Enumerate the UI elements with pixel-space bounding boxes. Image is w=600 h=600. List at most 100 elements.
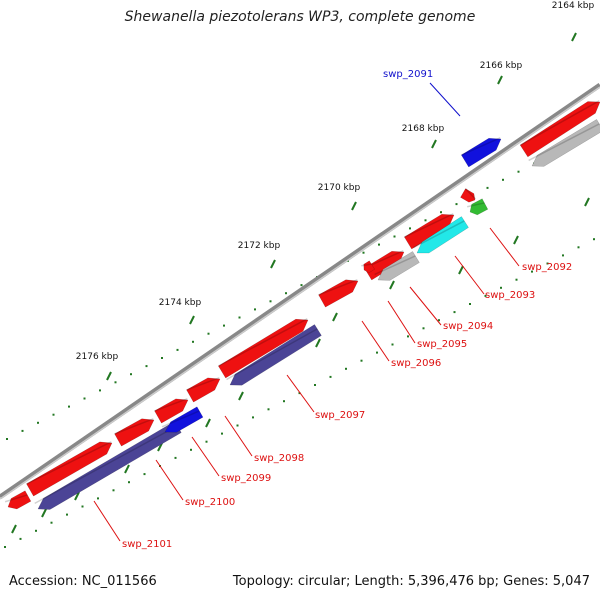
outer-track-dot — [486, 186, 489, 189]
inner-track-dot — [484, 294, 487, 297]
kbp-tick-label: 2170 kbp — [318, 183, 361, 193]
kbp-tick-label: 2174 kbp — [159, 298, 202, 308]
gene-block — [229, 324, 322, 386]
outer-track-dot — [223, 324, 225, 327]
inner-track-dot — [391, 343, 394, 346]
outer-track-dot — [37, 421, 39, 424]
kbp-tick-mark — [270, 259, 276, 269]
inner-track-dot — [562, 254, 564, 257]
accession-text: Accession: NC_011566 — [9, 574, 157, 589]
gene-label-leader — [286, 374, 315, 413]
gene-block — [469, 198, 489, 216]
inner-track-dot — [81, 505, 84, 508]
gene-label-swp_2101: swp_2101 — [122, 539, 172, 550]
outer-track-dot — [114, 381, 117, 384]
minor-tick-mark — [124, 464, 130, 474]
gene-block-shade — [114, 418, 154, 435]
minor-tick-mark — [513, 235, 519, 245]
inner-track-dot — [577, 246, 580, 249]
gene-block-shade — [226, 328, 318, 381]
inner-track-dot — [360, 359, 363, 362]
outer-track-dot — [192, 340, 194, 343]
kbp-tick-label: 2164 kbp — [552, 1, 595, 11]
inner-track-dot — [438, 319, 440, 322]
minor-tick-mark — [157, 442, 163, 452]
gene-block — [154, 398, 189, 424]
inner-track-dot — [500, 286, 502, 289]
outer-track-dot — [409, 227, 411, 230]
minor-tick-mark — [584, 197, 590, 207]
backbone-line — [0, 82, 600, 500]
gene-label-swp_2097: swp_2097 — [315, 410, 365, 421]
minor-tick-mark — [11, 524, 17, 534]
outer-track-dot — [176, 348, 179, 351]
inner-track-dot — [66, 513, 68, 516]
gene-block — [7, 490, 32, 510]
gene-label-leader — [155, 459, 184, 501]
inner-track-dot — [345, 367, 347, 370]
outer-track-dot — [378, 243, 380, 246]
gene-block — [461, 137, 502, 168]
gene-label-swp_2096: swp_2096 — [391, 358, 441, 369]
outer-track-dot — [502, 178, 504, 181]
gene-block-shade — [161, 410, 200, 428]
outer-track-dot — [83, 397, 86, 400]
inner-tick-track — [4, 238, 595, 548]
genome-summary-text: Topology: circular; Length: 5,396,476 bp… — [232, 574, 590, 589]
gene-block-shade — [4, 494, 28, 503]
gene-block-shade — [461, 137, 501, 156]
outer-track-dot — [285, 292, 287, 295]
inner-track-dot — [453, 311, 456, 314]
inner-track-dot — [546, 262, 549, 265]
kbp-tick-mark — [431, 139, 437, 149]
outer-track-dot — [52, 413, 55, 416]
inner-track-dot — [19, 537, 22, 540]
minor-tick-mark — [332, 312, 338, 322]
gene-block — [26, 441, 113, 497]
gene-label-leader — [361, 320, 390, 362]
inner-track-dot — [314, 384, 316, 386]
inner-track-dot — [407, 335, 409, 338]
gene-label-swp_2098: swp_2098 — [254, 453, 304, 464]
outer-track-dot — [145, 365, 148, 368]
gene-block-shade — [318, 279, 358, 296]
outer-track-dot — [455, 203, 458, 206]
minor-tick-mark — [74, 491, 80, 501]
gene-block — [519, 101, 600, 158]
outer-track-dot — [269, 300, 272, 303]
gene-block-shade — [374, 255, 416, 276]
gene-label-swp_2094: swp_2094 — [443, 321, 493, 332]
outer-track-dot — [393, 235, 396, 238]
gene-label-swp_2099: swp_2099 — [221, 473, 271, 484]
gene-labels: swp_2091 swp_2092 swp_2093 swp_2094 swp_2095… — [93, 69, 572, 550]
gene-label-swp_2091: swp_2091 — [383, 69, 433, 80]
genome-title: Shewanella piezotolerans WP3, complete g… — [124, 9, 476, 25]
gene-block — [363, 260, 375, 274]
inner-track-dot — [283, 400, 285, 403]
gene-block — [186, 377, 221, 403]
inner-track-dot — [252, 416, 254, 419]
inner-track-dot — [329, 375, 332, 378]
kbp-tick-label: 2168 kbp — [402, 124, 445, 134]
gene-label-swp_2095: swp_2095 — [417, 339, 467, 350]
gene-block — [460, 188, 476, 203]
inner-track-dot — [593, 238, 595, 241]
gene-label-leader — [224, 415, 253, 457]
gene-label-leader — [191, 436, 220, 477]
inner-track-dot — [531, 270, 533, 273]
outer-track-dot — [6, 438, 8, 440]
gene-label-leader — [489, 227, 520, 267]
kbp-tick-label: 2172 kbp — [238, 241, 281, 251]
gene-block-shade — [528, 123, 600, 162]
gene-block-shade — [218, 318, 308, 367]
outer-track-dot — [21, 429, 24, 432]
gene-block — [164, 406, 204, 433]
backbone-highlight — [0, 86, 600, 500]
gene-block-shade — [467, 202, 485, 208]
inner-track-dot — [298, 392, 301, 395]
gene-label-leader — [429, 82, 461, 117]
inner-track-dot — [50, 521, 53, 524]
outer-track-dot — [424, 219, 427, 222]
inner-track-dot — [469, 303, 471, 305]
